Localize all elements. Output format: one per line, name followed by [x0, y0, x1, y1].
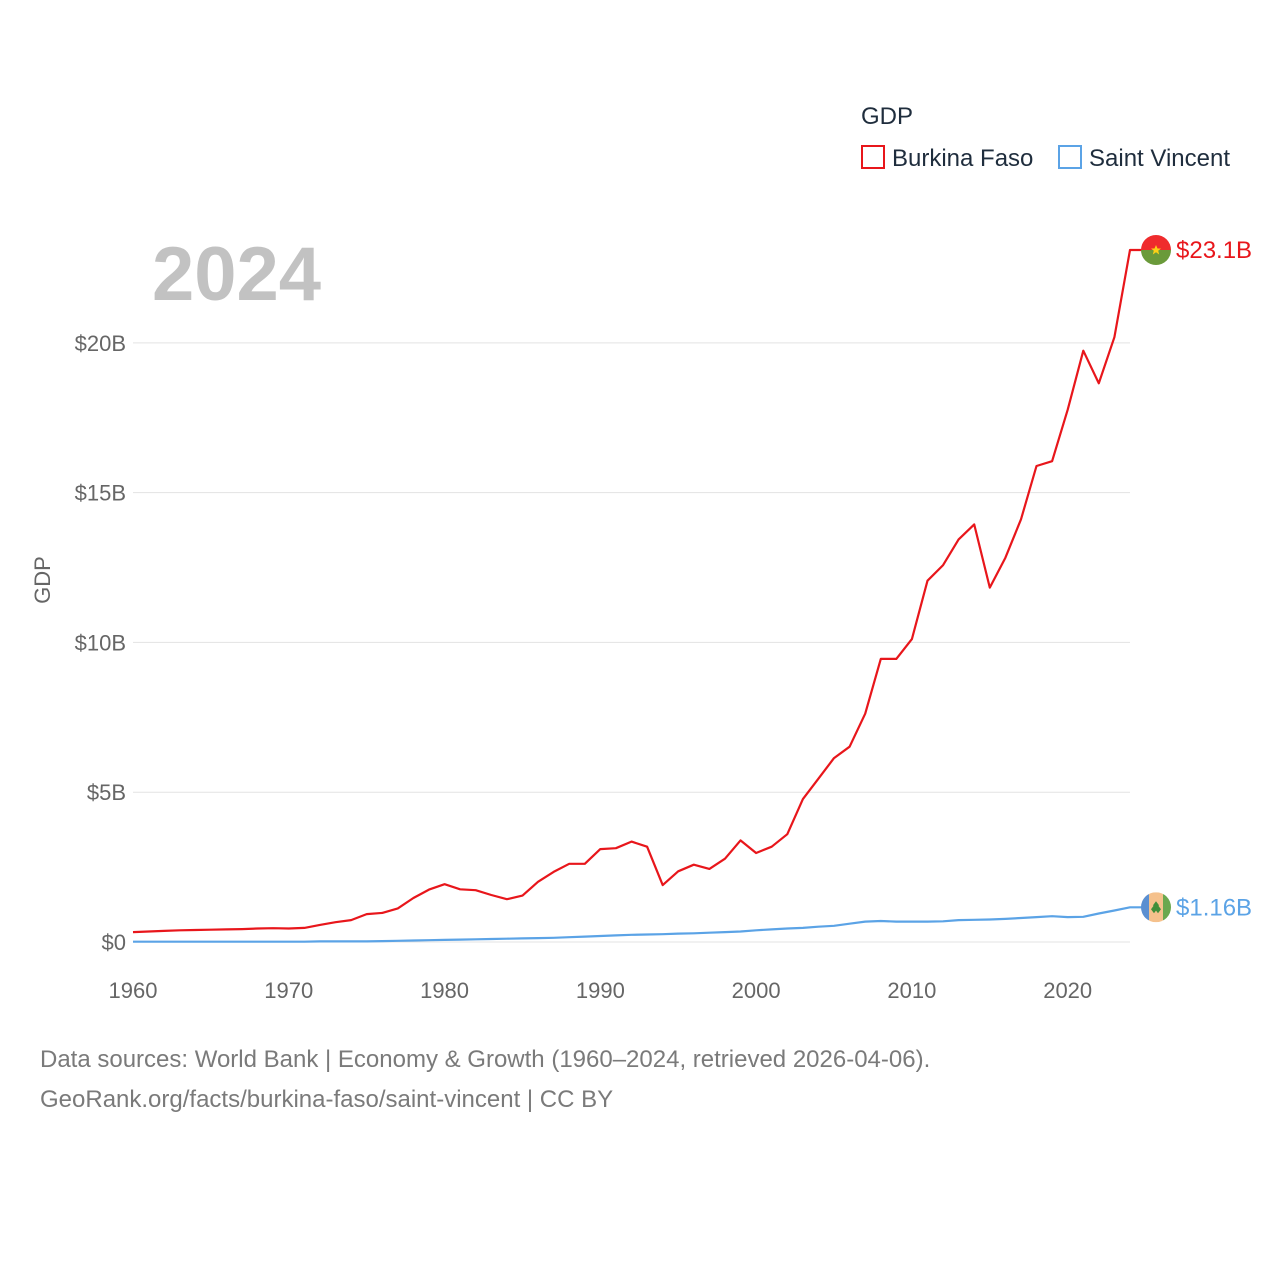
y-axis-ticks: $0 $5B $10B $15B $20B: [75, 331, 126, 955]
y-tick-label: $0: [102, 930, 126, 955]
legend: Burkina Faso Saint Vincent: [861, 145, 1230, 172]
y-tick-label: $20B: [75, 331, 126, 356]
legend-label-saint-vincent[interactable]: Saint Vincent: [1089, 145, 1230, 172]
burkina-faso-end-value: $23.1B: [1176, 237, 1252, 264]
x-tick-label: 2010: [887, 978, 936, 1003]
y-tick-label: $15B: [75, 481, 126, 506]
x-tick-label: 1990: [576, 978, 625, 1003]
legend-swatch-saint-vincent[interactable]: [1058, 145, 1082, 169]
legend-swatch-burkina-faso[interactable]: [861, 145, 885, 169]
x-tick-label: 2020: [1043, 978, 1092, 1003]
series-line-burkina-faso: [132, 248, 1156, 934]
x-tick-label: 1980: [420, 978, 469, 1003]
grid-lines: [133, 342, 1130, 943]
series-line-saint-vincent: [133, 906, 1156, 943]
legend-title: GDP: [861, 103, 913, 130]
x-tick-label: 1970: [264, 978, 313, 1003]
y-axis-title: GDP: [30, 556, 55, 604]
burkina-faso-flag-icon: [1141, 235, 1171, 265]
x-tick-label: 2000: [732, 978, 781, 1003]
series-lines: [132, 248, 1156, 943]
footer-attribution: GeoRank.org/facts/burkina-faso/saint-vin…: [40, 1086, 614, 1113]
x-axis-ticks: 1960 1970 1980 1990 2000 2010 2020: [109, 978, 1093, 1003]
legend-label-burkina-faso[interactable]: Burkina Faso: [892, 145, 1033, 172]
footer: Data sources: World Bank | Economy & Gro…: [40, 1040, 1240, 1120]
saint-vincent-flag-icon: [1141, 892, 1171, 923]
x-tick-label: 1960: [109, 978, 158, 1003]
gdp-line-chart: $0 $5B $10B $15B $20B 1960 1970 1980 1990 2000 20…: [30, 103, 1252, 1003]
saint-vincent-end-value: $1.16B: [1176, 894, 1252, 921]
current-year-label: 2024: [152, 232, 321, 317]
y-tick-label: $5B: [87, 780, 126, 805]
footer-sources: Data sources: World Bank | Economy & Gro…: [40, 1046, 931, 1073]
y-tick-label: $10B: [75, 630, 126, 655]
